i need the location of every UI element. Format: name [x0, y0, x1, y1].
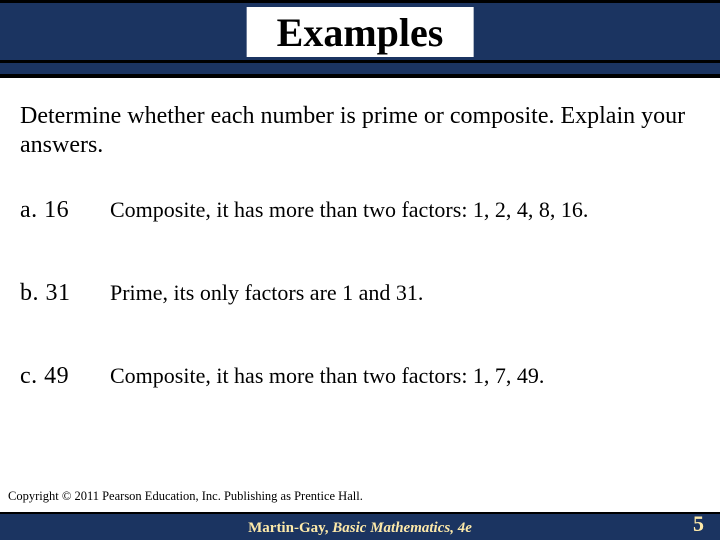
footer-edition: 4e [458, 520, 472, 536]
example-item: c. 49 Composite, it has more than two fa… [20, 363, 700, 390]
instructions-text: Determine whether each number is prime o… [20, 102, 700, 161]
header-rule-top [0, 0, 720, 3]
item-answer: Composite, it has more than two factors:… [110, 363, 544, 389]
footer-bar: Martin-Gay, Basic Mathematics, 4e 5 [0, 512, 720, 540]
item-label: c. 49 [20, 363, 110, 390]
copyright-text: Copyright © 2011 Pearson Education, Inc.… [8, 489, 363, 504]
page-number: 5 [693, 510, 704, 538]
example-item: b. 31 Prime, its only factors are 1 and … [20, 280, 700, 307]
example-item: a. 16 Composite, it has more than two fa… [20, 197, 700, 224]
title-band: Examples [0, 0, 720, 78]
footer-book-title: Basic Mathematics, [332, 520, 454, 536]
item-answer: Composite, it has more than two factors:… [110, 197, 588, 223]
slide-body: Determine whether each number is prime o… [0, 78, 720, 390]
footer-author: Martin-Gay, [248, 520, 328, 536]
item-label: b. 31 [20, 280, 110, 307]
item-label: a. 16 [20, 197, 110, 224]
slide-title: Examples [247, 7, 474, 57]
item-answer: Prime, its only factors are 1 and 31. [110, 280, 423, 306]
header-rule-bottom [0, 60, 720, 63]
